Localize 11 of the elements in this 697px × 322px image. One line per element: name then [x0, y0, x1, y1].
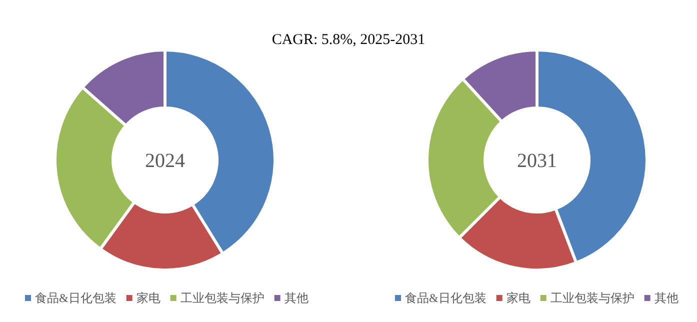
legend-label: 食品&日化包装	[35, 291, 116, 305]
legend-label: 食品&日化包装	[405, 291, 486, 305]
text: 2031	[517, 150, 557, 172]
legend-label: 家电	[506, 291, 530, 305]
legend-label: 工业包装与保护	[180, 291, 264, 305]
legend-label: 其他	[654, 291, 678, 305]
legend-label: 其他	[284, 291, 308, 305]
legend-label: 工业包装与保护	[550, 291, 634, 305]
legend-label: 家电	[136, 291, 160, 305]
text: 2024	[145, 150, 185, 172]
text: CAGR: 5.8%, 2025-2031	[272, 32, 426, 48]
